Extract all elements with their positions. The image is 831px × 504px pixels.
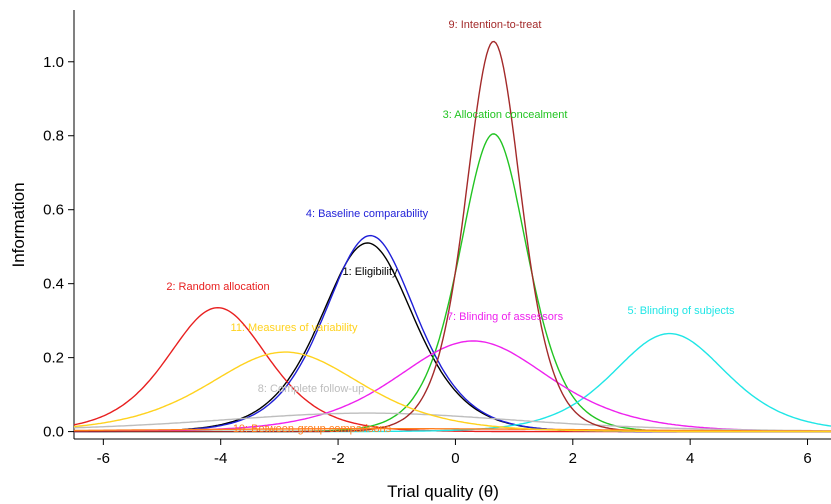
series-5-blinding-of-subjects — [74, 332, 831, 433]
series-2-random-allocation — [73, 306, 831, 433]
x-tick-label: -6 — [97, 450, 110, 467]
x-tick-label: 2 — [569, 450, 577, 467]
curves — [73, 40, 831, 433]
series-11-measures-of-variability — [73, 351, 831, 433]
y-tick-label: 0.2 — [43, 350, 64, 367]
x-tick-label: -4 — [214, 450, 227, 467]
label-7-blinding-of-assessors: 7: Blinding of assessors — [447, 311, 564, 323]
label-9-intention-to-treat: 9: Intention-to-treat — [449, 19, 542, 31]
x-tick-label: -2 — [331, 450, 344, 467]
x-tick-label: 6 — [803, 450, 811, 467]
x-axis-title: Trial quality (θ) — [387, 482, 499, 501]
series-4-baseline-comparability — [73, 234, 831, 433]
y-tick-label: 1.0 — [43, 54, 64, 71]
curve-labels: 1: Eligibility 2: Random allocation 3: All… — [166, 19, 735, 435]
series-1-eligibility — [74, 242, 831, 433]
x-tick-label: 0 — [451, 450, 459, 467]
label-3-allocation-concealment: 3: Allocation concealment — [443, 109, 568, 121]
series-10-between-group-comparisons — [74, 427, 831, 432]
label-1-eligibility: 1: Eligibility — [342, 266, 398, 278]
label-10-between-group-comparisons: 10: Between-group comparisons — [233, 423, 392, 435]
label-4-baseline-comparability: 4: Baseline comparability — [306, 208, 429, 220]
label-5-blinding-of-subjects: 5: Blinding of subjects — [627, 305, 735, 317]
y-tick-label: 0.8 — [43, 128, 64, 145]
series-7-blinding-of-assessors — [73, 340, 831, 433]
y-tick-label: 0.0 — [43, 424, 64, 441]
y-tick-label: 0.6 — [43, 202, 64, 219]
y-axis-title: Information — [9, 182, 28, 267]
label-11-measures-of-variability: 11: Measures of variability — [231, 322, 358, 334]
x-tick-label: 4 — [686, 450, 694, 467]
axes: -6 -4 -2 0 2 4 6 0.0 0.2 0.4 0.6 0.8 1.0 — [43, 10, 831, 467]
label-2-random-allocation: 2: Random allocation — [166, 281, 269, 293]
label-8-complete-follow-up: 8: Complete follow-up — [258, 383, 364, 395]
series-9-intention-to-treat — [74, 40, 831, 433]
series-8-complete-follow-up — [73, 412, 831, 432]
y-tick-label: 0.4 — [43, 276, 64, 293]
